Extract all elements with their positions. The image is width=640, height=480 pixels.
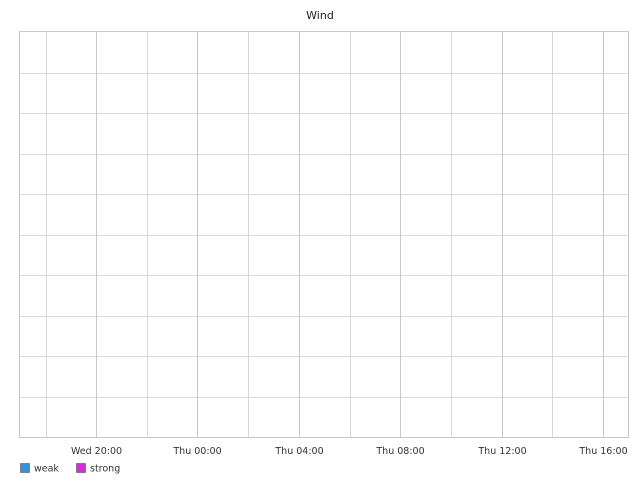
legend-label-strong: strong [90, 464, 120, 475]
x-tick-label: Thu 12:00 [477, 446, 526, 457]
x-tick-label: Wed 20:00 [71, 446, 122, 457]
grid [20, 32, 628, 437]
x-tick-label: Thu 08:00 [375, 446, 424, 457]
plot-frame [19, 31, 629, 438]
legend: weak strong [20, 463, 120, 475]
legend-swatch-strong [76, 463, 86, 473]
x-tick-label: Thu 00:00 [172, 446, 221, 457]
x-tick-label: Thu 16:00 [578, 446, 627, 457]
chart-title: Wind [306, 9, 334, 22]
legend-swatch-weak [20, 463, 30, 473]
x-tick-label: Thu 04:00 [274, 446, 323, 457]
legend-label-weak: weak [34, 464, 59, 475]
x-axis-ticks: Wed 20:00 Thu 00:00 Thu 04:00 Thu 08:00 Thu … [71, 446, 628, 457]
